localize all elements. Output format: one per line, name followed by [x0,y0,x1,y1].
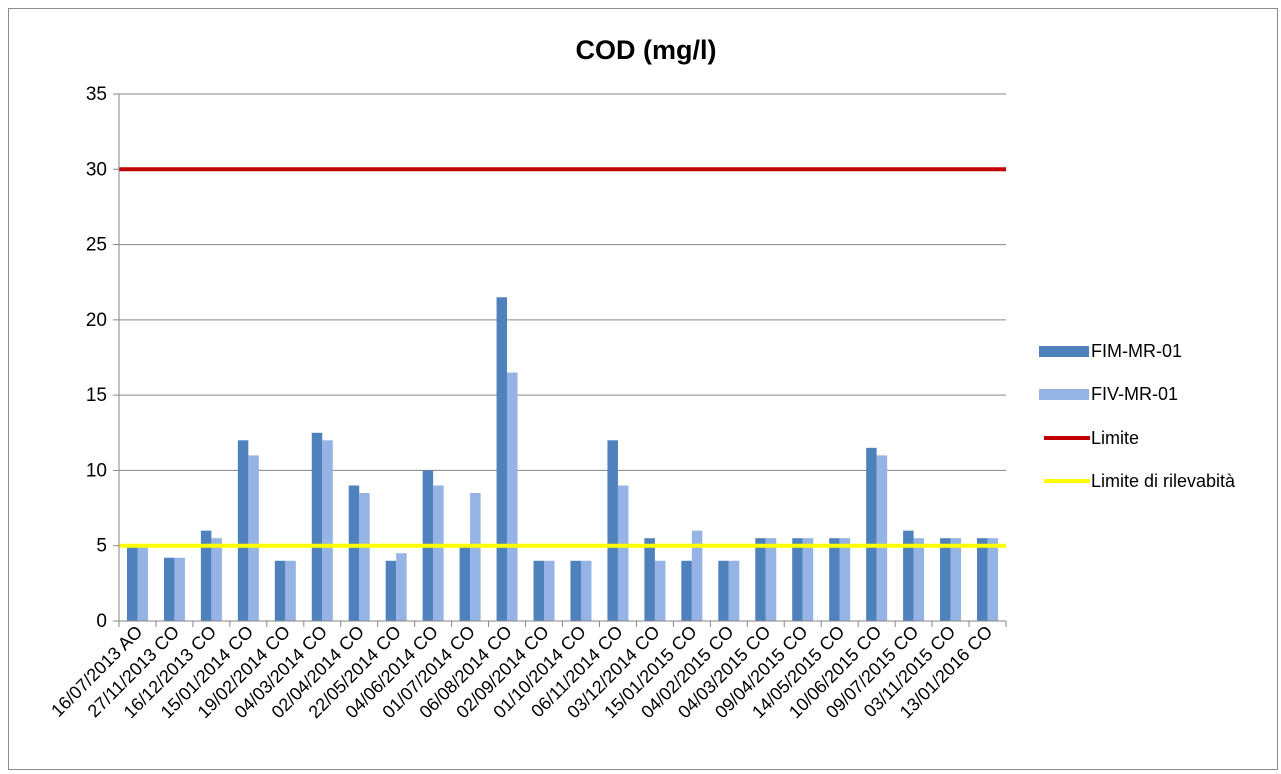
bar-FIM-MR-01 [459,545,471,621]
bar-FIV-MR-01 [728,560,740,621]
bar-FIV-MR-01 [248,455,259,621]
bar-FIV-MR-01 [396,553,407,621]
bar-FIV-MR-01 [174,557,185,621]
bar-FIM-MR-01 [570,560,581,621]
bar-FIV-MR-01 [950,538,962,621]
y-tick-label: 25 [86,235,107,256]
bar-FIV-MR-01 [802,538,814,621]
bar-FIV-MR-01 [765,538,777,621]
legend-label: Limite di rilevabità [1091,471,1236,491]
bar-FIV-MR-01 [470,493,481,621]
bars [126,297,999,621]
bar-FIV-MR-01 [654,560,666,621]
y-tick-label: 20 [86,310,107,331]
bar-FIV-MR-01 [137,545,148,621]
bar-FIM-MR-01 [237,440,249,621]
bar-FIV-MR-01 [285,560,296,621]
bar-FIM-MR-01 [274,560,286,621]
bar-FIV-MR-01 [322,440,333,621]
y-tick-label: 35 [86,84,107,105]
legend-label: FIM-MR-01 [1091,341,1182,361]
legend-label: Limite [1091,428,1139,448]
y-tick-label: 10 [86,460,107,481]
bar-FIM-MR-01 [829,538,840,621]
bar-FIV-MR-01 [507,372,518,621]
bar-FIV-MR-01 [691,530,703,621]
legend-swatch-FIV-MR-01 [1039,389,1089,400]
bar-FIM-MR-01 [163,557,175,621]
bar-FIM-MR-01 [903,530,914,621]
bar-FIM-MR-01 [385,560,397,621]
limit-lines [119,167,1006,548]
bar-FIM-MR-01 [718,560,729,621]
bar-FIV-MR-01 [987,538,999,621]
bar-FIV-MR-01 [544,560,555,621]
bar-FIM-MR-01 [311,432,323,621]
bar-FIM-MR-01 [940,538,951,621]
chart-frame: 0 5 10 15 20 25 30 35 16/07/2013 AO 27/11/2013 CO… [8,8,1278,770]
y-tick-label: 0 [96,611,107,632]
bar-FIV-MR-01 [617,485,629,621]
y-tick-label: 15 [86,385,107,406]
bar-FIM-MR-01 [755,538,766,621]
bar-FIV-MR-01 [876,455,888,621]
bar-FIM-MR-01 [348,485,360,621]
bar-FIV-MR-01 [433,485,444,621]
bar-FIM-MR-01 [644,538,655,621]
bar-FIV-MR-01 [211,538,222,621]
bar-FIM-MR-01 [792,538,803,621]
bar-FIM-MR-01 [200,530,212,621]
bar-FIM-MR-01 [607,440,618,621]
bar-FIM-MR-01 [681,560,692,621]
bar-FIM-MR-01 [977,538,988,621]
legend-swatch-FIM-MR-01 [1039,346,1089,357]
y-tick-label: 30 [86,159,107,180]
bar-FIV-MR-01 [359,493,370,621]
bar-FIV-MR-01 [580,560,592,621]
bar-FIV-MR-01 [839,538,851,621]
bar-FIM-MR-01 [866,447,877,621]
y-tick-label: 5 [96,536,107,557]
legend: FIM-MR-01 FIV-MR-01 Limite Limite di rileva… [1039,341,1236,491]
chart-title: COD (mg/l) [576,35,717,65]
bar-FIV-MR-01 [913,538,925,621]
bar-FIM-MR-01 [126,545,138,621]
legend-label: FIV-MR-01 [1091,384,1178,404]
bar-FIM-MR-01 [533,560,545,621]
bar-FIM-MR-01 [496,297,508,621]
